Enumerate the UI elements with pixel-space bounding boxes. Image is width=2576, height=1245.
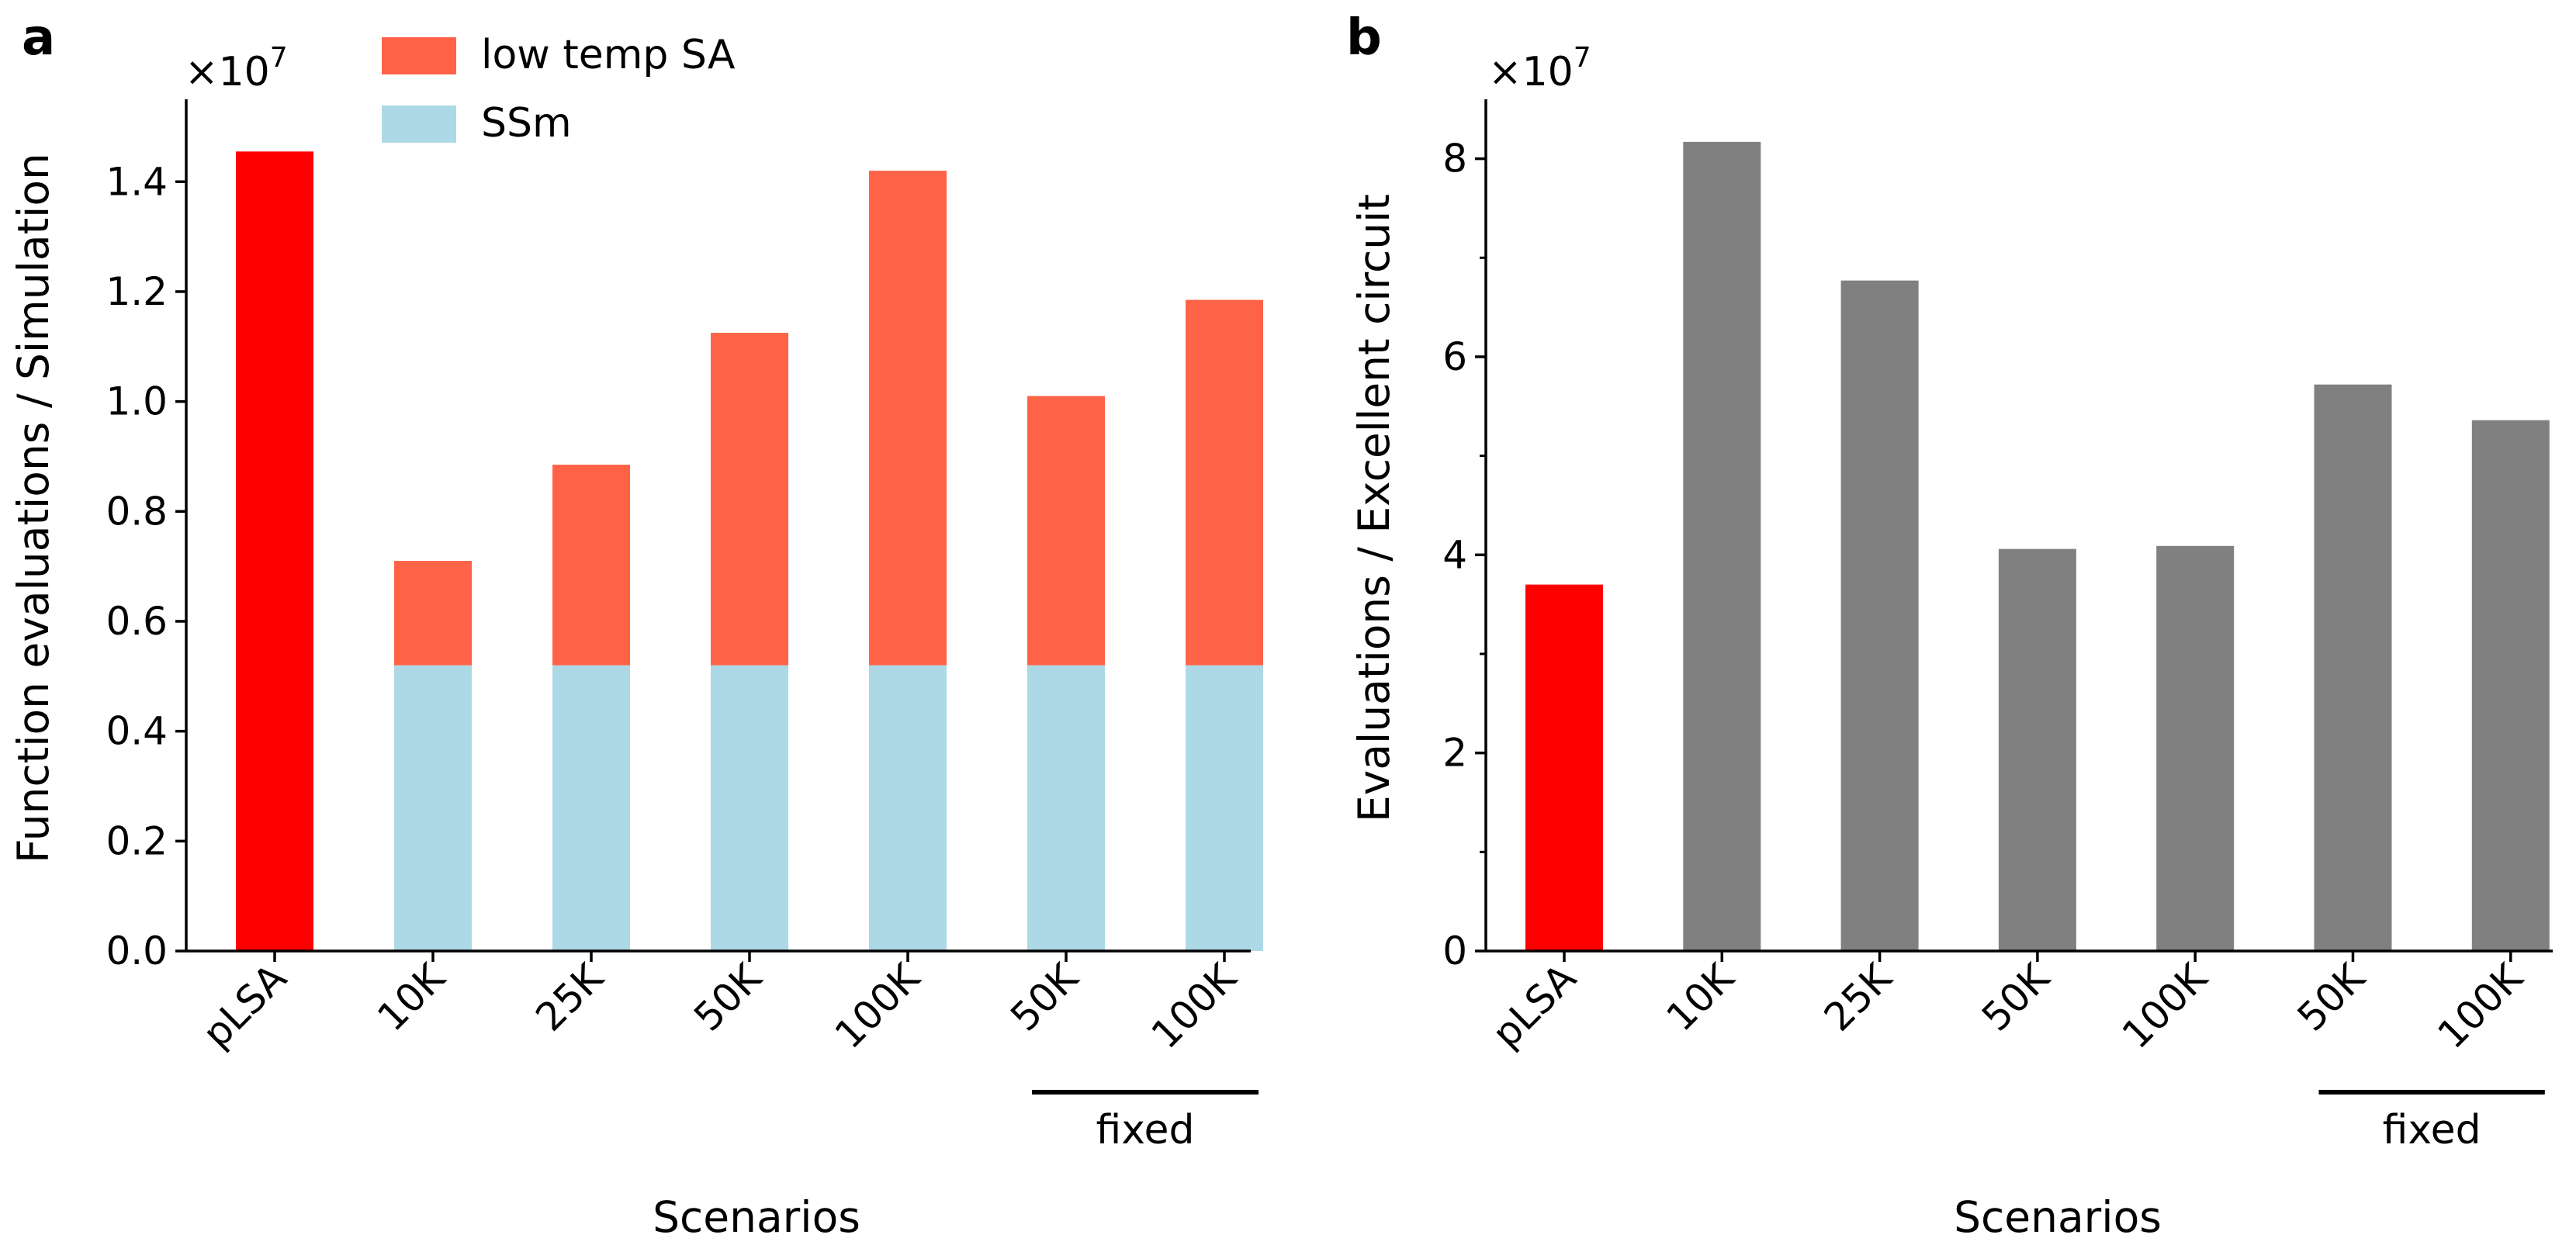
y-tick-label: 8: [1442, 137, 1467, 182]
y-tick-label: 1.4: [106, 159, 168, 204]
y-axis-title-b: Evaluations / Excellent circuit: [1349, 194, 1399, 822]
bar-segment-low-temp-sa-4: [869, 171, 947, 666]
y-tick-label: 1.0: [106, 379, 168, 424]
x-tick-label: 50K: [1002, 955, 1087, 1040]
y-tick-label: 0.4: [106, 709, 168, 754]
y-tick-label: 0.0: [106, 929, 168, 974]
bar-segment-ssm-6: [1186, 665, 1263, 951]
scale-factor-b: ×107: [1488, 42, 1591, 95]
x-tick-label: 100K: [826, 955, 930, 1058]
bar-3: [1998, 548, 2076, 951]
bar-segment-ssm-5: [1027, 665, 1105, 951]
bar-segment-low-temp-sa-3: [711, 333, 788, 666]
x-axis-title-a: Scenarios: [653, 1192, 860, 1242]
scale-factor-a: ×107: [185, 42, 288, 95]
bar-2: [1840, 280, 1919, 952]
y-tick-label: 0.8: [106, 489, 168, 534]
group-label: fixed: [2383, 1107, 2481, 1153]
x-tick-label: 10K: [369, 955, 454, 1040]
legend-a: low temp SA SSm: [382, 32, 736, 147]
bar-segment-low-temp-sa-2: [552, 465, 630, 666]
legend-label: SSm: [481, 100, 572, 147]
legend-label: low temp SA: [481, 32, 736, 78]
bar-plsa: [236, 151, 313, 952]
x-tick-label: 50K: [685, 955, 770, 1040]
x-tick-label: 10K: [1658, 955, 1743, 1040]
y-tick-label: 4: [1442, 532, 1467, 577]
bars-b: [1525, 141, 2550, 952]
x-tick-label: pLSA: [1484, 955, 1584, 1056]
panel-b: b ×107 0 2 4 6 8 pLSA 10K 25K 50K 100K 50K 100K fixe…: [1346, 9, 2553, 1242]
bar-5: [2314, 384, 2392, 951]
x-tick-label: 100K: [2114, 955, 2217, 1058]
x-tick-label: 100K: [2429, 955, 2533, 1058]
y-tick-label: 6: [1442, 334, 1467, 379]
bars-a: [236, 151, 1263, 952]
panel-a: a ×107 0.0 0.2 0.4 0.6 0.8 1.0 1.2 1.4 pLSA 10K 25…: [9, 9, 1263, 1242]
panel-letter-b: b: [1346, 9, 1382, 67]
x-tick-label: 50K: [1973, 955, 2058, 1040]
bar-segment-low-temp-sa-5: [1027, 396, 1105, 666]
x-tick-label: 100K: [1143, 955, 1246, 1058]
bar-segment-ssm-4: [869, 665, 947, 951]
legend-swatch-low-temp-sa: [382, 37, 456, 74]
x-tick-label: 50K: [2289, 955, 2374, 1040]
bar-segment-low-temp-sa-6: [1186, 299, 1263, 666]
x-axis-title-b: Scenarios: [1954, 1192, 2162, 1242]
x-tick-label: 25K: [527, 955, 612, 1040]
bar-1: [1683, 141, 1761, 951]
x-tick-label: 25K: [1816, 955, 1901, 1040]
panel-letter-a: a: [22, 9, 55, 67]
bar-segment-ssm-1: [394, 665, 472, 951]
y-tick-label: 0.6: [106, 599, 168, 644]
legend-swatch-ssm: [382, 105, 456, 143]
y-tick-label: 0.2: [106, 818, 168, 863]
bar-6: [2471, 420, 2550, 951]
y-tick-label: 1.2: [106, 269, 168, 314]
y-axis-title-a: Function evaluations / Simulation: [9, 153, 58, 863]
y-tick-label: 0: [1442, 929, 1467, 974]
y-tick-label: 2: [1442, 731, 1467, 776]
bar-segment-low-temp-sa-1: [394, 561, 472, 666]
group-label: fixed: [1096, 1107, 1195, 1153]
x-tick-label: pLSA: [194, 955, 295, 1056]
bar-0: [1525, 584, 1603, 951]
bar-4: [2156, 545, 2235, 951]
bar-segment-ssm-3: [711, 665, 788, 951]
bar-segment-ssm-2: [552, 665, 630, 951]
